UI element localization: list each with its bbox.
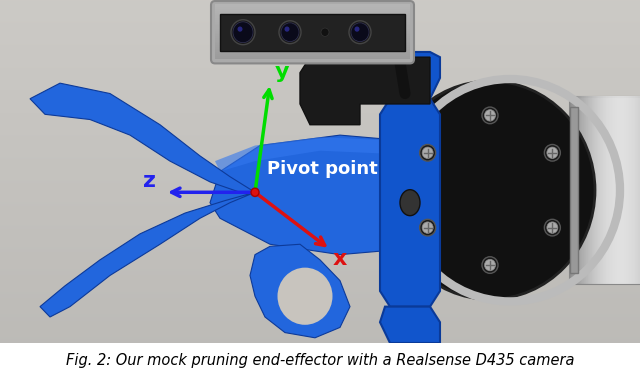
Ellipse shape xyxy=(400,190,420,216)
Bar xyxy=(570,97,640,284)
Ellipse shape xyxy=(279,21,301,44)
Text: Pivot point: Pivot point xyxy=(267,160,378,178)
FancyBboxPatch shape xyxy=(211,1,414,63)
Polygon shape xyxy=(210,135,420,255)
Ellipse shape xyxy=(351,23,369,42)
Polygon shape xyxy=(300,57,430,125)
Ellipse shape xyxy=(355,27,360,32)
Ellipse shape xyxy=(545,219,561,236)
Ellipse shape xyxy=(237,27,243,32)
Ellipse shape xyxy=(251,188,259,196)
Polygon shape xyxy=(40,192,255,317)
Text: x: x xyxy=(333,249,348,269)
Text: z: z xyxy=(143,171,156,191)
Polygon shape xyxy=(380,52,440,99)
Ellipse shape xyxy=(233,22,253,42)
Ellipse shape xyxy=(422,147,433,158)
Ellipse shape xyxy=(484,259,495,271)
Ellipse shape xyxy=(420,219,436,236)
Ellipse shape xyxy=(482,107,498,124)
Ellipse shape xyxy=(482,257,498,273)
Ellipse shape xyxy=(547,222,558,233)
Ellipse shape xyxy=(547,147,558,158)
Ellipse shape xyxy=(420,144,436,161)
Polygon shape xyxy=(30,83,255,192)
Ellipse shape xyxy=(422,222,433,233)
Ellipse shape xyxy=(231,20,255,45)
Text: y: y xyxy=(275,62,289,82)
Ellipse shape xyxy=(321,28,329,36)
Text: Fig. 2: Our mock pruning end-effector with a Realsense D435 camera: Fig. 2: Our mock pruning end-effector wi… xyxy=(66,354,574,368)
Ellipse shape xyxy=(285,27,289,32)
Ellipse shape xyxy=(281,23,299,42)
Ellipse shape xyxy=(484,110,495,121)
Ellipse shape xyxy=(349,21,371,44)
Polygon shape xyxy=(380,307,440,343)
Polygon shape xyxy=(215,137,415,171)
Ellipse shape xyxy=(545,144,561,161)
Bar xyxy=(570,107,578,273)
Polygon shape xyxy=(250,244,350,338)
Bar xyxy=(220,14,405,51)
Ellipse shape xyxy=(385,81,595,299)
Ellipse shape xyxy=(278,268,333,325)
Polygon shape xyxy=(380,99,440,307)
